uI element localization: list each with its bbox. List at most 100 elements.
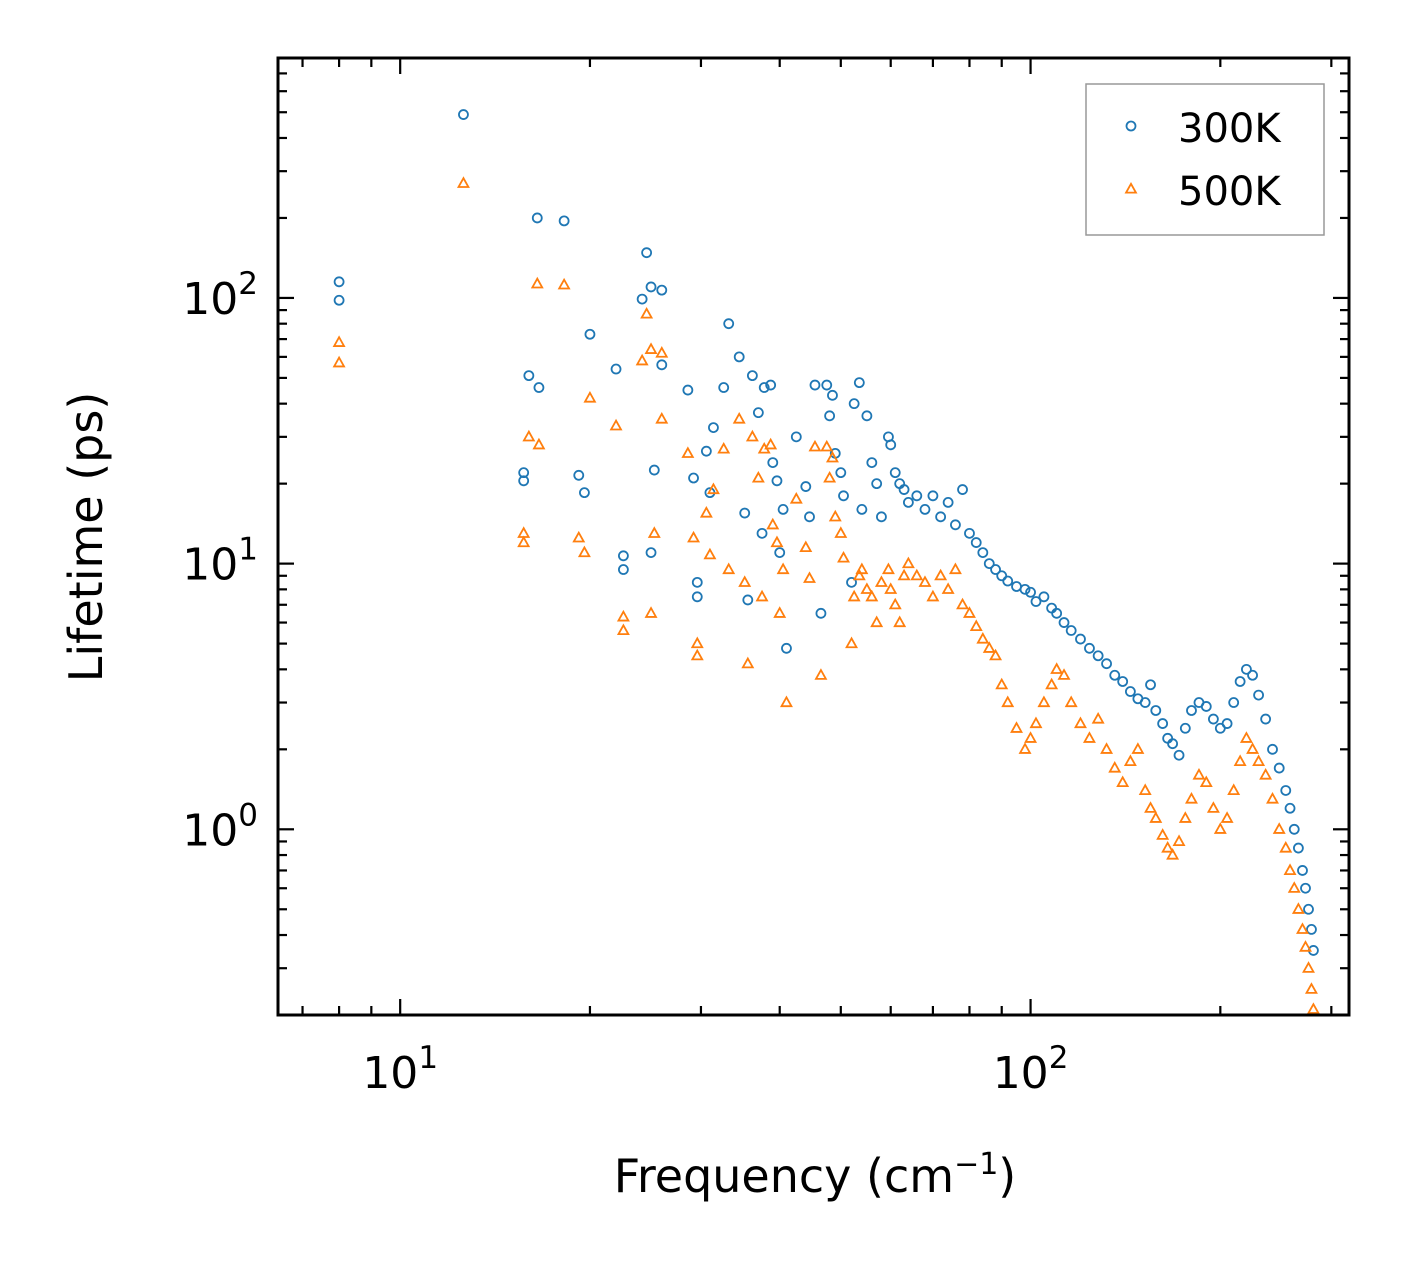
data-point [1162,732,1174,744]
data-point [934,568,948,581]
data-point [1019,583,1031,595]
data-point [1247,669,1258,681]
data-point [1227,783,1241,796]
data-point [641,247,653,259]
data-point [688,472,699,484]
data-point [703,547,717,560]
data-point [1280,785,1292,796]
data-point [332,335,346,347]
data-point [927,490,939,502]
data-point [823,470,837,483]
data-point [1138,783,1152,796]
data-point [893,615,907,628]
data-point [706,482,720,495]
data-point [1303,903,1314,915]
data-point [777,503,789,515]
data-point [1186,705,1197,716]
data-point [1010,721,1023,733]
data-point [687,530,701,543]
data-point [647,526,661,538]
data-point [1179,722,1191,734]
data-point [1192,768,1206,780]
data-point [834,526,848,538]
data-point [531,212,543,224]
data-point [1002,575,1014,587]
data-point [1178,811,1192,823]
data-point [800,481,812,492]
data-point [1144,801,1158,813]
legend-marker-300k [1125,120,1137,132]
data-point [458,109,469,120]
data-point [738,575,752,587]
data-point [1029,716,1043,729]
data-point [876,511,887,523]
data-point [846,576,857,588]
data-point [804,511,815,523]
legend-markers [1124,120,1138,194]
data-point [1260,713,1272,725]
data-point [919,503,931,515]
data-point [1166,847,1180,860]
data-point [1064,695,1078,708]
data-point [616,609,630,622]
data-point [1279,841,1293,853]
data-point [990,564,1001,575]
data-point [682,384,694,396]
data-point [530,276,544,289]
x-axis-label: Frequency (cm−1) [614,1147,1017,1203]
data-point [881,562,895,575]
data-point [333,294,345,306]
data-point [573,469,585,481]
y-tick-label: 101 [182,532,258,591]
data-point [745,429,759,442]
data-point [828,509,842,522]
data-point [771,475,783,487]
data-point [723,318,735,330]
legend-marker-500k [1124,181,1138,194]
data-point [656,359,668,371]
data-point [699,506,713,518]
legend-label-500k: 500K [1178,169,1282,215]
data-point [1299,940,1312,952]
data-point [1157,718,1169,729]
data-point [827,389,838,401]
y-tick-label: 102 [182,266,258,325]
data-point [717,441,731,454]
data-point [636,293,648,305]
data-point [1045,677,1059,690]
data-points [332,109,1320,1014]
data-point [773,606,787,618]
data-point [779,695,793,708]
data-point [977,547,989,559]
data-point [897,568,911,581]
data-point [870,615,884,628]
legend: 300K 500K [1085,83,1325,236]
data-point [1109,669,1121,681]
data-point [1241,663,1252,675]
data-point [1082,731,1096,743]
data-point [774,547,786,559]
data-point [691,591,703,603]
data-point [803,571,816,583]
data-point [764,437,778,450]
data-point [853,377,865,389]
data-point [964,527,975,539]
data-point [1287,881,1301,893]
data-point [996,570,1008,582]
data-point [1065,625,1077,636]
data-point [1101,658,1112,670]
data-point [1100,742,1114,754]
data-point [742,594,754,606]
data-point [1297,865,1308,876]
data-point [871,478,883,490]
data-point [781,642,792,654]
data-point [874,575,888,587]
data-point [609,418,623,431]
data-point [577,545,591,558]
data-point [799,540,813,553]
data-point [1213,822,1227,834]
data-point [618,550,629,562]
data-point [765,379,777,391]
data-point [1145,679,1156,691]
data-point [837,550,850,563]
